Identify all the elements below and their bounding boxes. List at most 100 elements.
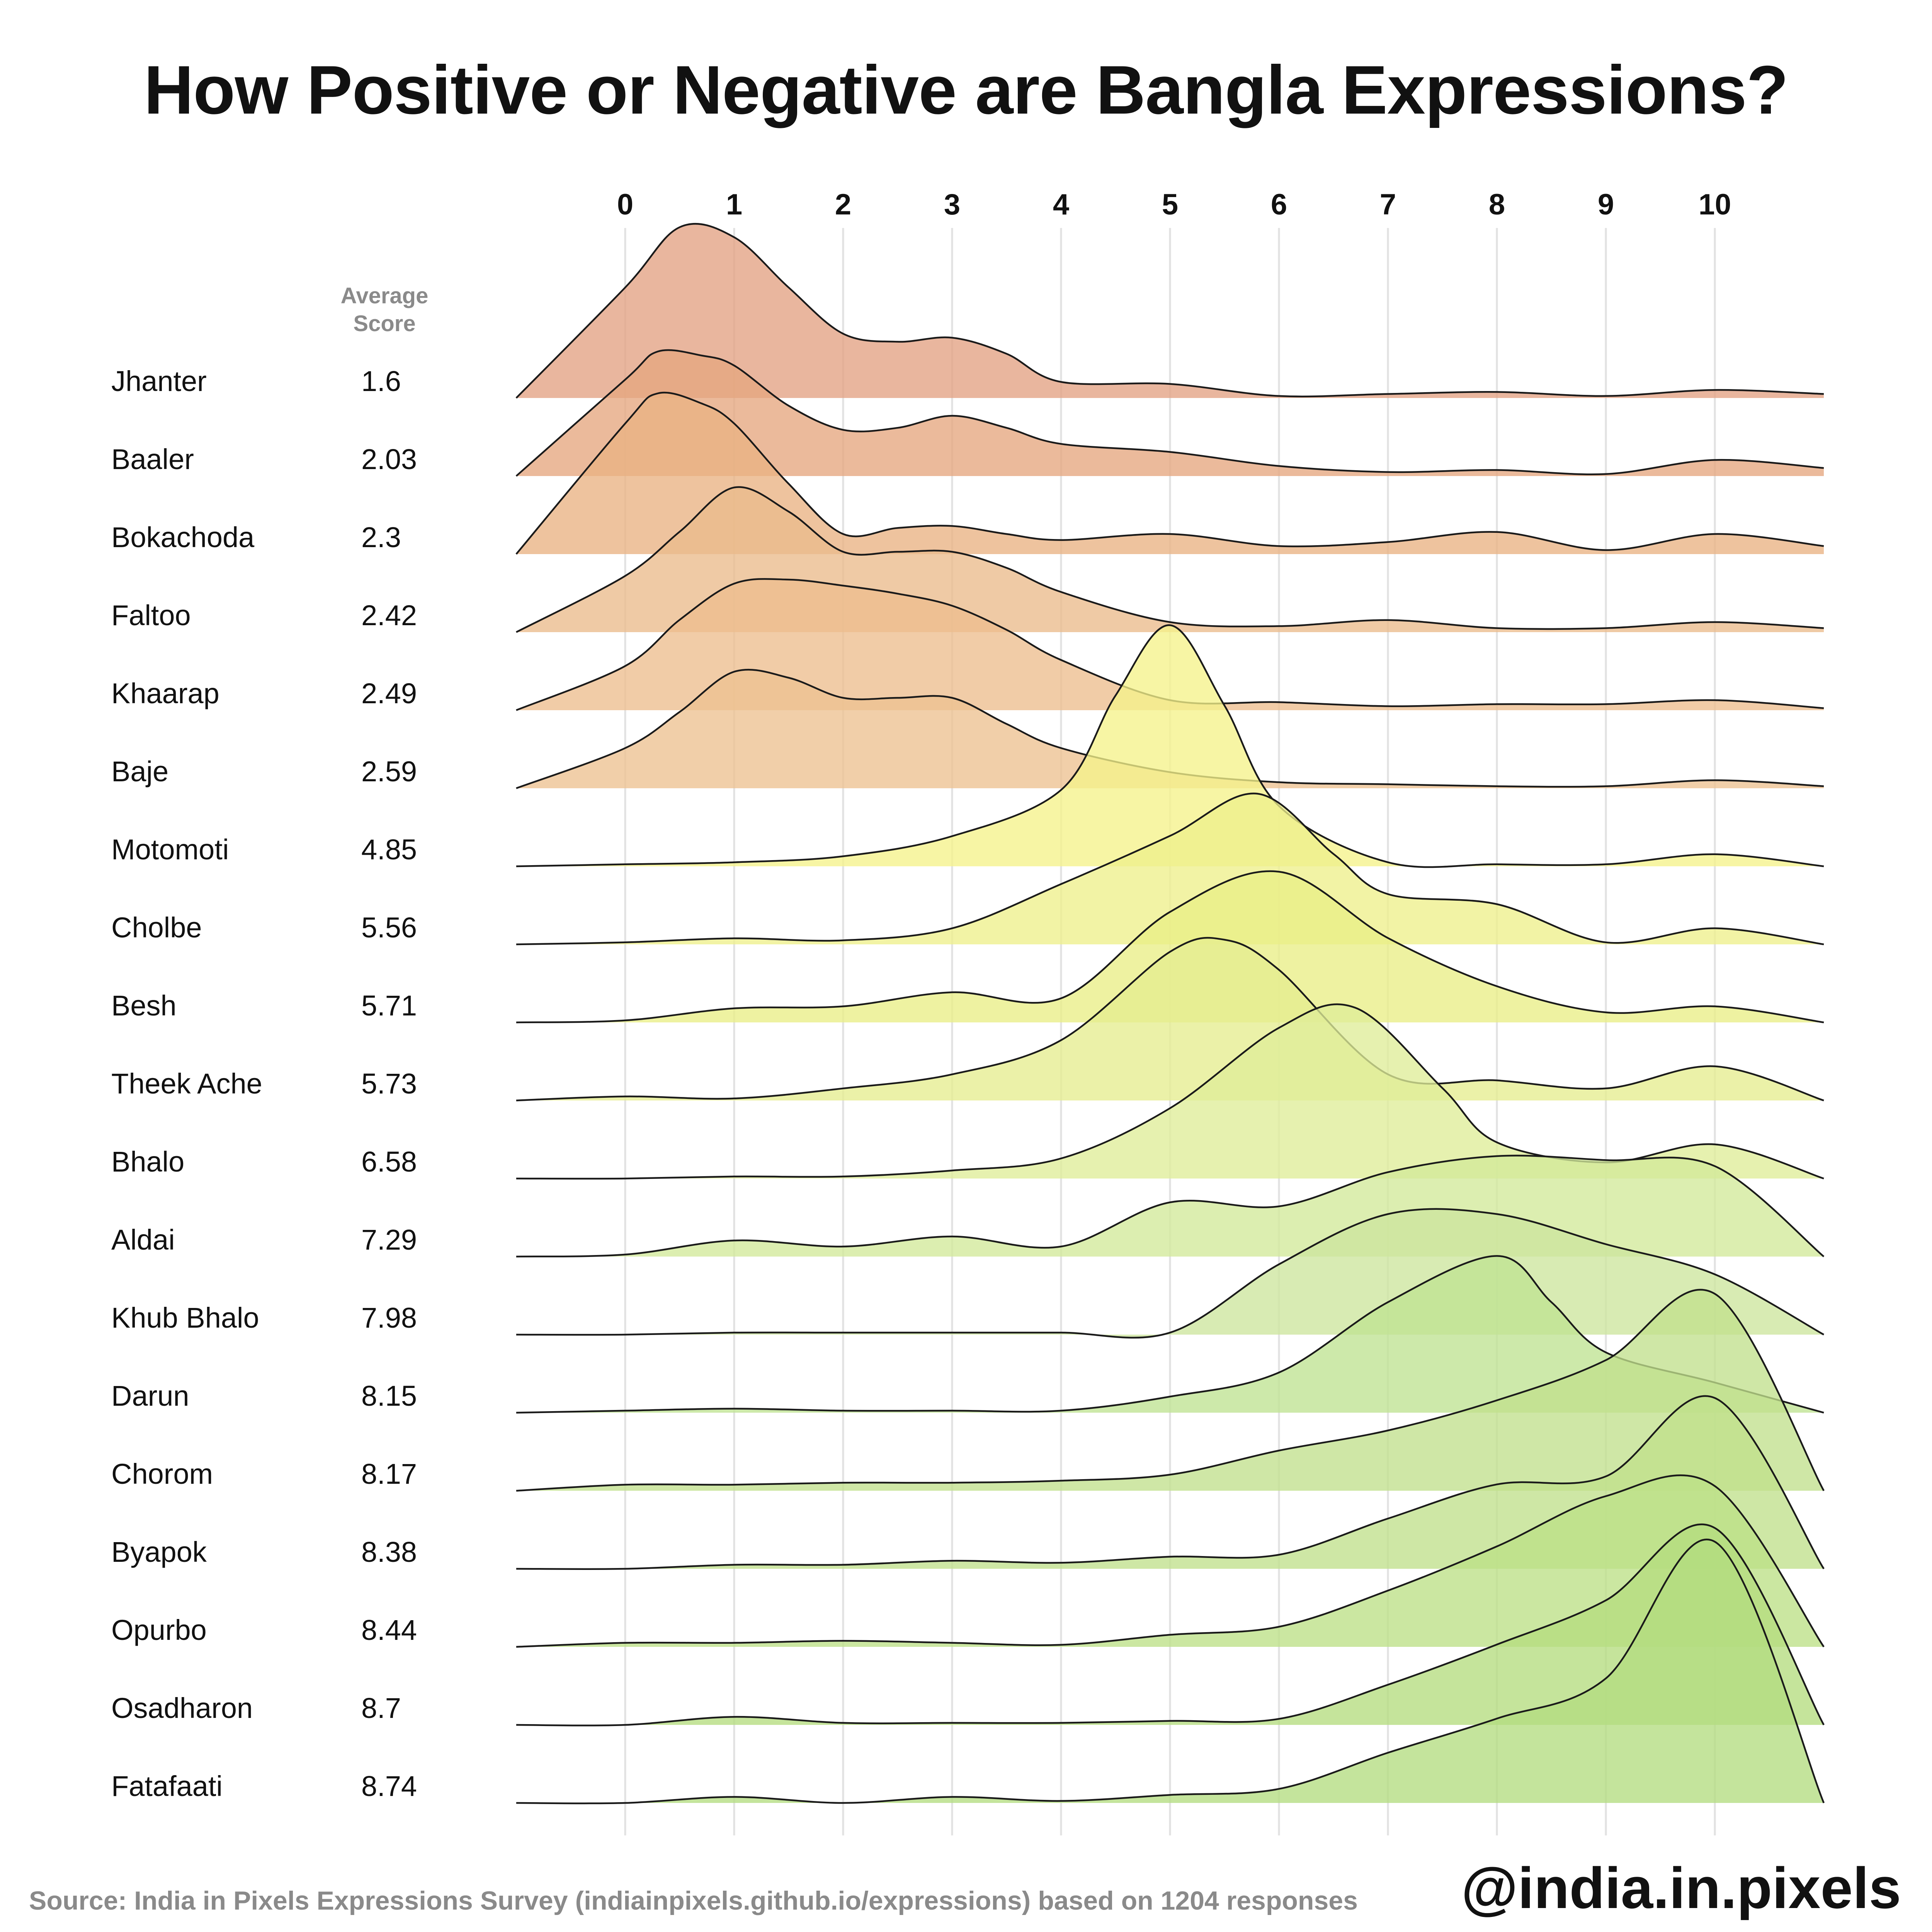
ridge-line — [516, 1474, 1825, 1648]
series-label: Motomoti — [111, 833, 229, 866]
average-score-value: 6.58 — [361, 1146, 417, 1178]
series-label: Khub Bhalo — [111, 1302, 259, 1334]
average-score-value: 8.7 — [361, 1692, 401, 1724]
ridge-line — [516, 793, 1824, 946]
average-score-value: 2.59 — [361, 755, 417, 787]
ridge-line — [516, 1538, 1825, 1804]
x-tick-label: 0 — [617, 188, 633, 221]
x-tick-label: 1 — [726, 188, 742, 221]
series-label: Darun — [111, 1380, 189, 1412]
ridge-darun: Darun 8.15 — [111, 1255, 1824, 1414]
ridge-area — [516, 670, 1824, 788]
x-tick-label: 2 — [835, 188, 851, 221]
ridge-line — [516, 1523, 1825, 1726]
average-score-value: 5.56 — [361, 912, 417, 944]
ridge-area — [516, 1396, 1824, 1569]
ridge-area — [516, 1289, 1824, 1491]
average-score-value: 8.17 — [361, 1458, 417, 1490]
ridge-jhanter: Jhanter 1.6 — [111, 223, 1824, 399]
series-label: Opurbo — [111, 1614, 207, 1646]
ridge-line — [516, 668, 1824, 789]
ridge-line — [516, 1208, 1825, 1339]
ridge-area — [516, 793, 1824, 944]
series-label: Byapok — [111, 1536, 207, 1568]
brand-handle: @india.in.pixels — [1461, 1855, 1901, 1920]
ridge-area — [516, 1539, 1824, 1804]
ridge-motomoti: Motomoti 4.85 — [111, 624, 1824, 868]
x-tick-label: 8 — [1489, 188, 1505, 221]
average-score-header: Score — [353, 311, 415, 336]
average-score-value: 2.3 — [361, 521, 401, 553]
ridge-area — [516, 1256, 1824, 1413]
average-score-value: 1.6 — [361, 365, 401, 397]
series-label: Chorom — [111, 1458, 213, 1490]
average-score-value: 5.73 — [361, 1068, 417, 1100]
average-score-value: 2.49 — [361, 677, 417, 709]
series-label: Aldai — [111, 1224, 175, 1256]
ridge-byapok: Byapok 8.38 — [111, 1395, 1825, 1570]
series-label: Bhalo — [111, 1146, 184, 1178]
series-label: Osadharon — [111, 1692, 253, 1724]
ridge-area — [516, 1524, 1824, 1726]
average-score-value: 7.29 — [361, 1224, 417, 1256]
average-score-value: 5.71 — [361, 990, 417, 1022]
ridge-line — [515, 391, 1824, 555]
ridge-osadharon: Osadharon 8.7 — [111, 1523, 1825, 1726]
x-tick-label: 9 — [1598, 188, 1614, 221]
series-label: Khaarap — [111, 677, 219, 709]
ridge-fatafaati: Fatafaati 8.74 — [111, 1538, 1825, 1804]
source-note: Source: India in Pixels Expressions Surv… — [29, 1886, 1358, 1915]
ridge-area — [516, 625, 1824, 867]
average-score-value: 8.15 — [361, 1380, 417, 1412]
average-score-value: 8.44 — [361, 1614, 417, 1646]
ridge-opurbo: Opurbo 8.44 — [111, 1474, 1825, 1648]
ridge-line — [516, 1395, 1825, 1570]
series-label: Faltoo — [111, 599, 191, 631]
series-label: Theek Ache — [111, 1068, 262, 1100]
ridge-besh: Besh 5.71 — [111, 870, 1824, 1024]
x-tick-label: 7 — [1380, 188, 1396, 221]
ridge-bokachoda: Bokachoda 2.3 — [111, 391, 1824, 555]
series-label: Jhanter — [111, 365, 207, 397]
average-score-value: 2.42 — [361, 599, 417, 631]
ridge-area — [516, 350, 1824, 476]
ridge-area — [516, 579, 1824, 710]
average-score-value: 7.98 — [361, 1302, 417, 1334]
ridge-line — [516, 1155, 1825, 1258]
ridge-area — [516, 937, 1824, 1100]
ridge-line — [516, 624, 1824, 868]
ridge-line — [515, 486, 1824, 633]
ridge-theek-ache: Theek Ache 5.73 — [111, 937, 1824, 1102]
ridge-baje: Baje 2.59 — [111, 668, 1824, 789]
ridge-khaarap: Khaarap 2.49 — [111, 578, 1824, 711]
series-label: Cholbe — [111, 912, 202, 944]
ridge-line — [515, 223, 1824, 399]
series-label: Besh — [111, 990, 177, 1022]
average-score-value: 2.03 — [361, 443, 417, 475]
series-label: Baje — [111, 755, 168, 787]
ridge-area — [516, 871, 1824, 1022]
x-tick-label: 6 — [1271, 188, 1287, 221]
ridge-line — [516, 578, 1824, 711]
ridge-faltoo: Faltoo 2.42 — [111, 486, 1824, 633]
ridge-line — [516, 1289, 1825, 1492]
x-tick-label: 5 — [1162, 188, 1178, 221]
ridge-baaler: Baaler 2.03 — [111, 349, 1824, 477]
x-tick-label: 3 — [944, 188, 960, 221]
ridge-line — [516, 870, 1824, 1024]
x-tick-label: 4 — [1053, 188, 1069, 221]
series-label: Fatafaati — [111, 1770, 223, 1802]
series-label: Bokachoda — [111, 521, 255, 553]
ridge-area — [516, 224, 1824, 398]
ridge-line — [516, 937, 1824, 1102]
ridge-line — [516, 1255, 1824, 1414]
x-tick-label: 10 — [1699, 188, 1731, 221]
series-label: Baaler — [111, 443, 194, 475]
average-score-value: 4.85 — [361, 833, 417, 866]
page-title: How Positive or Negative are Bangla Expr… — [144, 51, 1788, 128]
ridge-area — [516, 1475, 1824, 1647]
ridge-line — [515, 349, 1824, 477]
ridge-chorom: Chorom 8.17 — [111, 1289, 1825, 1492]
ridge-cholbe: Cholbe 5.56 — [111, 793, 1824, 946]
